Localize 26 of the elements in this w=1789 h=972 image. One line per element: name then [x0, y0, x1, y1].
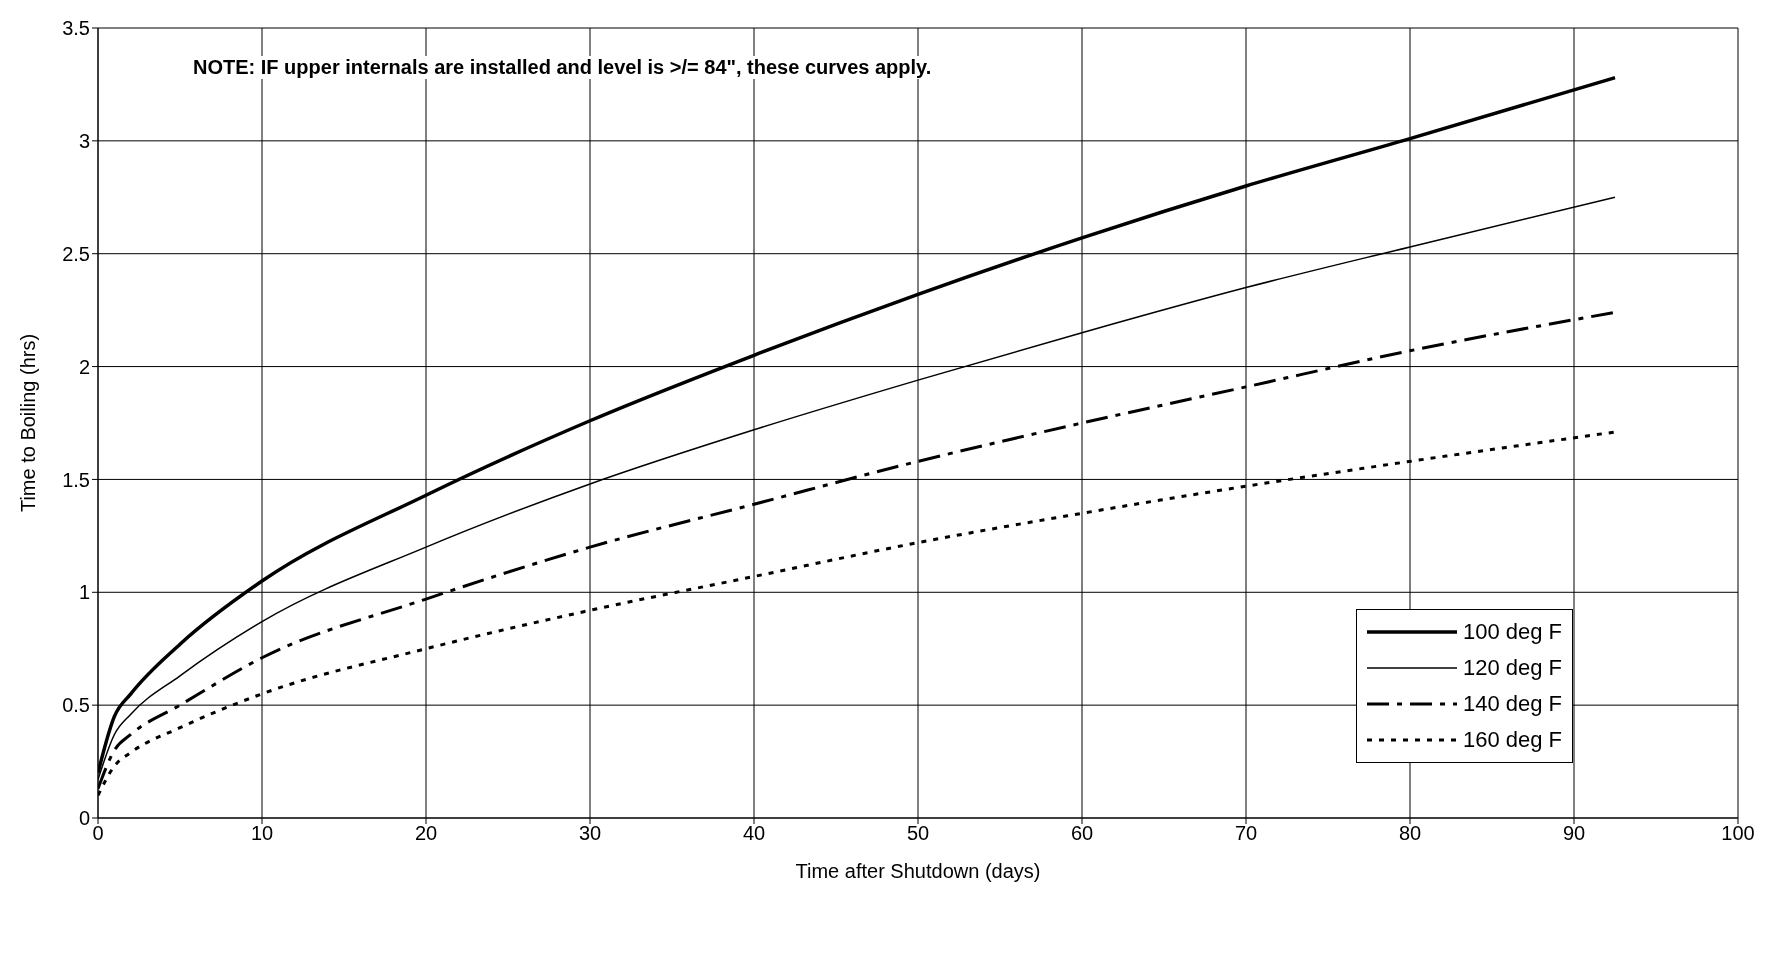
y-tick-label: 2.5 [62, 242, 90, 265]
x-tick-label: 30 [578, 822, 602, 845]
x-tick-label: 80 [1398, 822, 1422, 845]
x-tick-label: 90 [1562, 822, 1586, 845]
y-tick-label: 0.5 [62, 694, 90, 717]
x-tick-label: 100 [1721, 822, 1755, 845]
legend-label: 140 deg F [1462, 691, 1562, 717]
x-tick-label: 40 [742, 822, 766, 845]
y-tick-label: 0 [78, 807, 90, 830]
y-tick-label: 3 [78, 129, 90, 152]
x-tick-label: 70 [1234, 822, 1258, 845]
x-tick-label: 60 [1070, 822, 1094, 845]
y-tick-label: 3.5 [62, 17, 90, 40]
x-tick-label: 50 [906, 822, 930, 845]
y-tick-label: 2 [78, 355, 90, 378]
y-tick-label: 1.5 [62, 468, 90, 491]
x-tick-label: 20 [414, 822, 438, 845]
legend-label: 120 deg F [1462, 655, 1562, 681]
annotation: NOTE: IF upper internals are installed and level is >/= 84", these curves apply. [193, 56, 932, 79]
x-tick-label: 0 [92, 822, 104, 845]
y-axis-title: Time to Boiling (hrs) [17, 333, 40, 513]
y-tick-label: 1 [78, 581, 90, 604]
x-tick-label: 10 [250, 822, 274, 845]
x-axis-title: Time after Shutdown (days) [795, 860, 1041, 882]
legend-label: 100 deg F [1462, 619, 1562, 645]
legend-label: 160 deg F [1462, 727, 1562, 753]
